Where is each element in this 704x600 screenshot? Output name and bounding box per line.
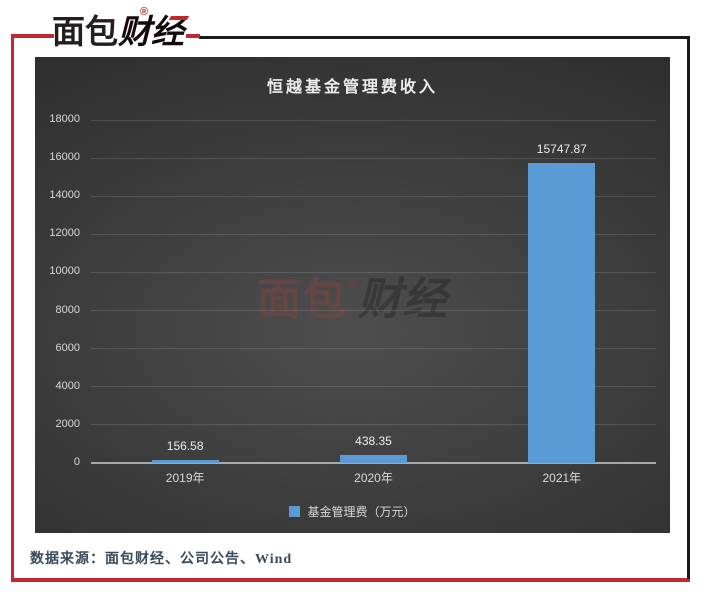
logo-red-accent [168, 16, 190, 20]
x-axis-tick-label: 2020年 [354, 471, 393, 485]
brand-dash-right [186, 34, 200, 38]
frame-line-bottom [11, 578, 690, 582]
legend-series-label: 基金管理费（万元） [307, 505, 416, 519]
gridline [91, 157, 656, 159]
bar-2021年 [528, 162, 596, 463]
watermark-registered-icon: ® [347, 276, 358, 291]
plot-area: 156.58 438.35 15747.87 [91, 119, 656, 464]
gridline [91, 348, 656, 350]
y-axis-tick-label: 6000 [55, 341, 80, 354]
y-axis-tick-label: 8000 [55, 303, 80, 316]
chart-title: 恒越基金管理费收入 [266, 79, 438, 96]
gridline [91, 310, 656, 312]
logo-text-part1: 面包 [52, 13, 118, 50]
watermark-text-part1: 面包 [257, 275, 348, 324]
frame-line-left [11, 34, 14, 581]
gridline [91, 119, 656, 121]
y-axis-tick-label: 14000 [49, 189, 80, 202]
frame-line-right [687, 36, 690, 579]
legend-color-swatch [289, 506, 301, 517]
brand-watermark: 面包®财经 [257, 263, 448, 327]
x-axis-tick-label: 2019年 [165, 471, 205, 485]
data-source-note: 数据来源：面包财经、公司公告、Wind [30, 552, 293, 567]
y-axis-tick-label: 12000 [49, 227, 80, 240]
gridline [91, 386, 656, 388]
x-axis-tick-label: 2021年 [542, 471, 582, 485]
x-axis-tick-labels: 2019年 2020年 2021年 [91, 469, 656, 487]
brand-logo: 面包财经 ® [52, 6, 192, 56]
bar-value-label: 438.35 [355, 433, 392, 448]
bar-2019年 [151, 460, 219, 463]
y-axis-tick-label: 18000 [49, 113, 80, 125]
gridline [91, 424, 656, 426]
bar-value-label: 156.58 [166, 439, 204, 454]
y-axis-tick-label: 16000 [49, 151, 80, 164]
gridline [91, 195, 656, 197]
gridline [91, 233, 656, 235]
y-axis-tick-label: 0 [73, 456, 80, 468]
y-axis-tick-label: 10000 [49, 265, 80, 278]
watermark-text-part2: 财经 [357, 275, 448, 324]
registered-trademark-icon: ® [140, 6, 149, 18]
gridline [91, 271, 656, 273]
chart-legend: 基金管理费（万元） [35, 503, 670, 520]
y-axis-tick-label: 2000 [55, 417, 80, 430]
y-axis-tick-label: 4000 [55, 379, 80, 392]
x-axis-line [91, 462, 656, 464]
bar-value-label: 15747.87 [536, 141, 587, 156]
brand-dash-left [11, 34, 54, 38]
y-axis-tick-labels: 0 2000 4000 6000 8000 10000 12000 14000 16000 180… [35, 113, 85, 468]
frame-line-top [199, 36, 689, 39]
bar-2020年 [340, 454, 407, 463]
chart-panel: 恒越基金管理费收入 面包®财经 0 2000 4000 6000 8000 10000 12… [35, 57, 670, 533]
